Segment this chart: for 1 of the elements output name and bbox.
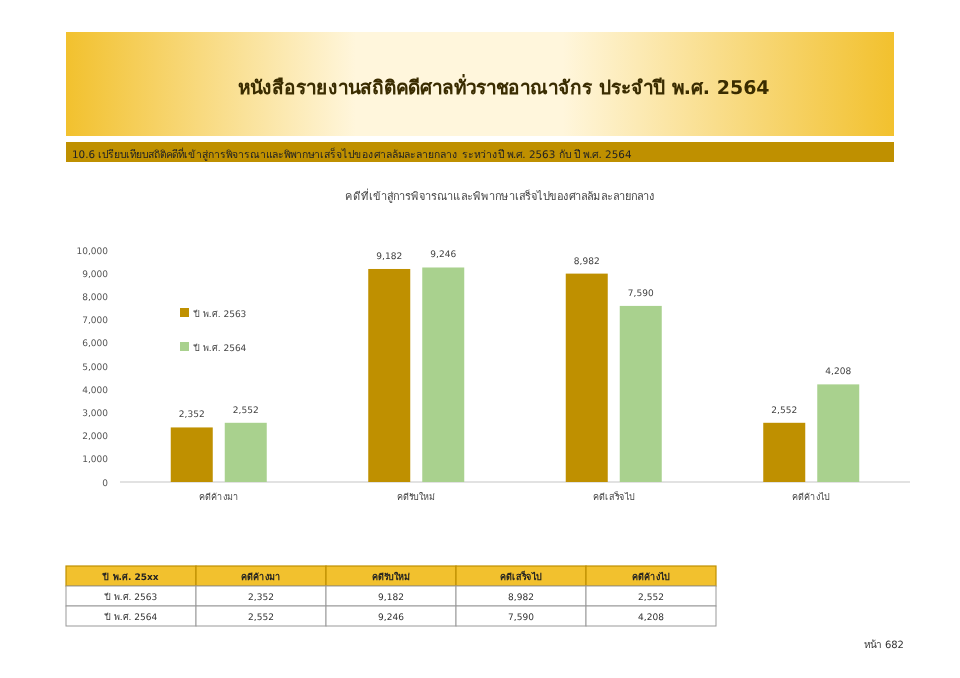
chart-title: หนังสือรายงานสถิติคดีศาลทั่วราชอาณาจักร ประจำปี พ.ศ. 2564 [238, 72, 771, 100]
